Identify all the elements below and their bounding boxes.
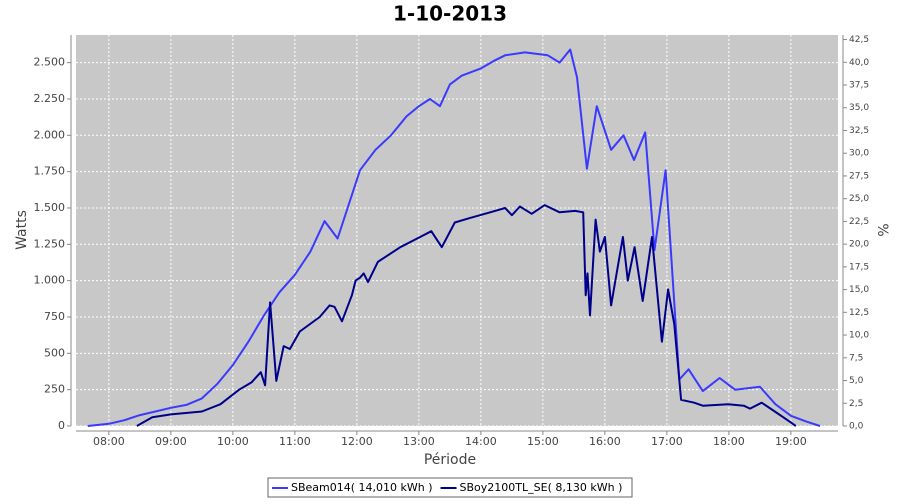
y2-tick-label: 10,0 <box>849 331 869 341</box>
y-tick-label: 1.000 <box>34 274 66 287</box>
x-tick-label: 09:00 <box>155 435 187 448</box>
x-tick-label: 15:00 <box>527 435 559 448</box>
y2-tick-label: 20,0 <box>849 240 869 250</box>
y-tick-label: 1.500 <box>34 201 66 214</box>
x-tick-label: 18:00 <box>713 435 745 448</box>
x-tick-label: 14:00 <box>465 435 497 448</box>
chart-title: 1-10-2013 <box>393 2 507 26</box>
y2-tick-label: 35,0 <box>849 103 869 113</box>
y2-tick-label: 5,0 <box>849 376 864 386</box>
x-tick-label: 17:00 <box>651 435 683 448</box>
y2-axis-label: % <box>874 223 890 236</box>
x-tick-label: 19:00 <box>775 435 807 448</box>
x-tick-label: 10:00 <box>217 435 249 448</box>
x-tick-label: 16:00 <box>589 435 621 448</box>
y-tick-label: 1.250 <box>34 237 66 250</box>
x-tick-label: 11:00 <box>279 435 311 448</box>
series-line <box>136 204 797 427</box>
y-tick-label: 0 <box>58 419 65 432</box>
x-tick-label: 13:00 <box>403 435 435 448</box>
series-line <box>87 48 821 427</box>
legend-label: SBeam014( 14,010 kWh ) <box>291 481 433 494</box>
y2-tick-label: 42,5 <box>849 35 869 45</box>
y2-tick-label: 17,5 <box>849 262 869 272</box>
y-tick-label: 1.750 <box>34 165 66 178</box>
y-tick-label: 2.000 <box>34 128 66 141</box>
y2-tick-label: 12,5 <box>849 308 869 318</box>
x-tick-label: 08:00 <box>93 435 125 448</box>
y-axis-label: Watts <box>14 210 30 250</box>
y2-tick-label: 0,0 <box>849 422 864 432</box>
legend-label: SBoy2100TL_SE( 8,130 kWh ) <box>460 481 623 494</box>
y2-tick-label: 22,5 <box>849 217 869 227</box>
y-tick-label: 2.250 <box>34 92 66 105</box>
y2-tick-label: 7,5 <box>849 353 863 363</box>
y-tick-label: 750 <box>44 310 65 323</box>
y2-tick-label: 40,0 <box>849 58 869 68</box>
y2-tick-label: 30,0 <box>849 149 869 159</box>
y2-tick-label: 32,5 <box>849 126 869 136</box>
x-tick-label: 12:00 <box>341 435 373 448</box>
y2-tick-label: 25,0 <box>849 194 869 204</box>
y-tick-label: 250 <box>44 383 65 396</box>
x-axis-label: Période <box>424 452 476 468</box>
y2-tick-label: 27,5 <box>849 171 869 181</box>
plot-area <box>76 35 838 426</box>
y2-tick-label: 15,0 <box>849 285 869 295</box>
y2-tick-label: 37,5 <box>849 81 869 91</box>
y-tick-label: 2.500 <box>34 56 66 69</box>
y-tick-label: 500 <box>44 346 65 359</box>
y2-tick-label: 2,5 <box>849 399 863 409</box>
